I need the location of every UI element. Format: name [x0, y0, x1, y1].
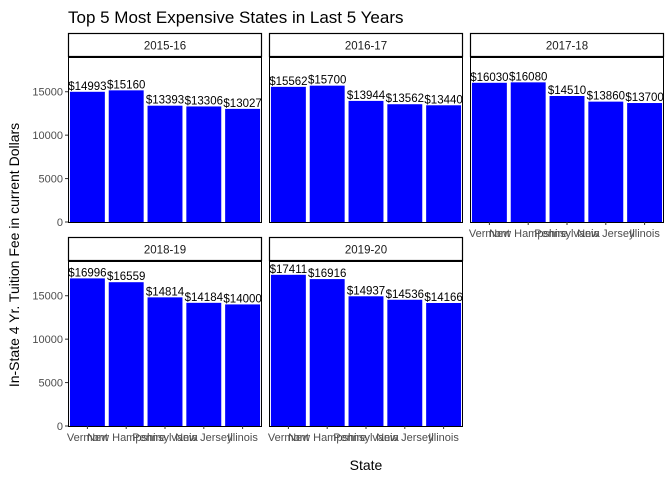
- data-label: $13027: [223, 98, 261, 110]
- bar: [387, 104, 423, 222]
- facet-strip: [67, 32, 263, 58]
- data-label: $14000: [223, 293, 261, 305]
- bar: [186, 302, 222, 426]
- x-tick-label: Vermont: [469, 228, 510, 240]
- x-tick-label: Illinois: [629, 228, 660, 240]
- panel-2016-17: 2016-17 $15562 $15700$13944 $13562 $13440: [268, 32, 464, 223]
- x-tick-label: Pennsylvania: [132, 432, 198, 444]
- bar: [270, 86, 306, 222]
- bar: [426, 105, 462, 222]
- y-tick-label: 5000: [39, 378, 63, 390]
- facet-strip: [268, 32, 464, 58]
- data-label: $13562: [386, 93, 424, 105]
- y-tick-label: 15000: [32, 87, 63, 99]
- x-tick-label: Illinois: [428, 432, 459, 444]
- data-label: $14166: [424, 292, 462, 304]
- x-axis-title: State: [350, 457, 383, 473]
- data-label: $16559: [107, 271, 145, 283]
- facet-strip-label: 2019-20: [345, 245, 387, 257]
- bar: [225, 304, 261, 426]
- chart-title: Top 5 Most Expensive States in Last 5 Ye…: [68, 8, 403, 27]
- facet-strip: [268, 236, 464, 262]
- bar: [147, 105, 183, 222]
- bar: [348, 100, 384, 222]
- facet-strip-label: 2016-17: [345, 41, 387, 53]
- data-label: $17411: [270, 264, 308, 276]
- y-tick-label: 0: [57, 421, 63, 433]
- data-label: $14510: [548, 85, 586, 97]
- bar: [108, 282, 144, 426]
- data-label: $13306: [185, 95, 223, 107]
- bar: [387, 299, 423, 426]
- data-label: $16996: [68, 267, 106, 279]
- bar: [309, 279, 345, 426]
- x-tick-label: New Hampshire: [87, 432, 165, 444]
- data-label: $14536: [386, 289, 424, 301]
- x-tick-label: New Hampshire: [489, 228, 567, 240]
- bar: [186, 106, 222, 222]
- bar: [348, 296, 384, 426]
- facet-strip-label: 2017-18: [546, 41, 588, 53]
- y-tick-label: 10000: [32, 334, 63, 346]
- bar: [510, 82, 546, 222]
- data-label: $13700: [625, 92, 663, 104]
- y-tick-label: 5000: [39, 174, 63, 186]
- bar: [627, 103, 663, 222]
- x-tick-label: Pennsylvania: [333, 432, 399, 444]
- facet-strip-label: 2018-19: [144, 245, 186, 257]
- data-label: $16080: [509, 71, 547, 83]
- data-label: $14814: [146, 286, 185, 298]
- y-axis-title: In-State 4 Yr. Tuition Fee in current Do…: [6, 123, 22, 387]
- bar: [309, 85, 345, 222]
- data-label: $14937: [347, 285, 385, 297]
- chart-panels: 2015-16 0 5000 10000 15000 $14993 $15160$13393…: [32, 32, 665, 444]
- data-label: $14993: [68, 81, 106, 93]
- x-tick-label: Illinois: [227, 432, 258, 444]
- y-tick-label: 0: [57, 217, 63, 229]
- y-tick-label: 15000: [32, 291, 63, 303]
- facet-strip-label: 2015-16: [144, 41, 186, 53]
- data-label: $13944: [347, 90, 386, 102]
- bar: [270, 274, 306, 426]
- facet-strip: [67, 236, 263, 262]
- x-tick-label: Vermont: [67, 432, 108, 444]
- data-label: $15160: [107, 79, 145, 91]
- data-label: $14184: [185, 292, 224, 304]
- bar: [471, 82, 507, 222]
- x-tick-label: Pennsylvania: [534, 228, 600, 240]
- panel-2017-18: 2017-18 $16030 $16080$14510 $13860 $13700 Ver…: [469, 32, 665, 240]
- x-tick-label: New Hampshire: [288, 432, 366, 444]
- bar: [69, 91, 105, 222]
- data-label: $16030: [470, 72, 508, 84]
- bar: [108, 90, 144, 222]
- data-label: $15700: [308, 75, 346, 87]
- panel-border: [68, 57, 262, 223]
- data-label: $13440: [424, 94, 462, 106]
- data-label: $16916: [308, 268, 346, 280]
- bar: [69, 278, 105, 426]
- bar: [549, 95, 585, 222]
- bar: [147, 297, 183, 426]
- x-tick-label: Vermont: [268, 432, 309, 444]
- facet-strip: [469, 32, 665, 58]
- x-tick-label: New Jersey: [577, 228, 635, 240]
- panel-2018-19: 2018-19 0 5000 10000 15000 $16996 $16559$14814…: [32, 236, 263, 444]
- x-tick-label: New Jersey: [175, 432, 233, 444]
- data-label: $13393: [146, 95, 184, 107]
- x-tick-label: New Jersey: [376, 432, 434, 444]
- panel-2015-16: 2015-16 0 5000 10000 15000 $14993 $15160$13393…: [32, 32, 263, 229]
- panel-border: [269, 57, 463, 223]
- panel-2019-20: 2019-20 $17411 $16916$14937 $14536 $14166 Ver…: [268, 236, 464, 444]
- bar: [588, 101, 624, 222]
- data-label: $15562: [269, 76, 307, 88]
- y-tick-label: 10000: [32, 130, 63, 142]
- bar: [426, 302, 462, 426]
- bar: [225, 108, 261, 222]
- data-label: $13860: [587, 91, 625, 103]
